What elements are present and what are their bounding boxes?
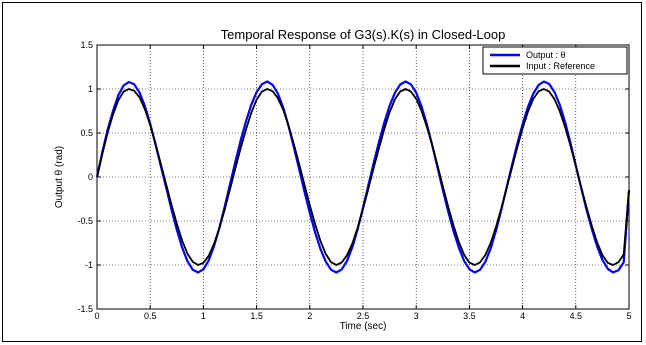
x-tick-label: 1 [201, 311, 206, 321]
y-tick-label: 0.5 [80, 128, 93, 138]
x-tick-label: 5 [626, 311, 631, 321]
x-tick-label: 1.5 [250, 311, 263, 321]
x-tick-label: 4 [520, 311, 525, 321]
x-tick-label: 0 [94, 311, 99, 321]
series-layer [95, 80, 631, 274]
x-tick-label: 0.5 [144, 311, 157, 321]
y-axis-label: Output θ (rad) [54, 146, 65, 208]
legend-box [482, 46, 628, 75]
y-tick-label: -1 [85, 260, 93, 270]
legend: Output : θ Input : Reference [482, 46, 628, 75]
x-axis-label: Time (sec) [340, 321, 387, 332]
chart-title: Temporal Response of G3(s).K(s) in Close… [221, 27, 506, 42]
y-tick-label: 1.5 [80, 40, 93, 50]
legend-label-output: Output : θ [526, 50, 566, 60]
series-line-reference [96, 88, 630, 266]
figure-frame [2, 2, 642, 342]
legend-label-input: Input : Reference [526, 61, 595, 71]
y-tick-label: -0.5 [77, 216, 93, 226]
y-tick-label: 0 [88, 172, 93, 182]
x-tick-label: 3 [414, 311, 419, 321]
y-tick-label: 1 [88, 84, 93, 94]
axis-ticks: 0 0.5 1 1.5 2 2.5 3 3.5 4 4.5 5 1.5 1 0.5 0 -0.5 -1 -1.5 [77, 40, 631, 321]
y-tick-label: -1.5 [77, 304, 93, 314]
x-tick-label: 2.5 [357, 311, 370, 321]
x-tick-label: 4.5 [570, 311, 583, 321]
grid-lines [97, 45, 629, 309]
x-tick-label: 3.5 [463, 311, 476, 321]
x-tick-label: 2 [307, 311, 312, 321]
